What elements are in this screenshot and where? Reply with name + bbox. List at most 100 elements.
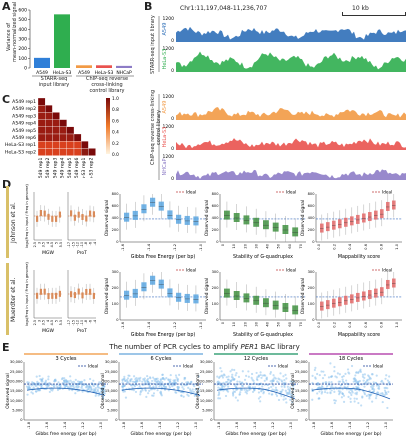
scatter-point: [283, 385, 286, 389]
box: [386, 279, 390, 289]
x-tick-label: -1.4: [158, 421, 162, 429]
row-bar-muerdter: [6, 263, 9, 335]
y-tick-label: 300: [308, 270, 316, 274]
box: [253, 295, 260, 305]
scatter-point: [148, 376, 152, 379]
x-axis-label: Gibbs free energy (per bp): [35, 431, 96, 437]
heatmap-row-label: A549 rep5: [12, 128, 36, 134]
scatter-point: [72, 380, 75, 383]
scatter-point: [80, 380, 83, 383]
x-tick-label: -1.0: [384, 421, 388, 429]
box: [380, 209, 384, 219]
scatter-point: [277, 377, 280, 380]
scale-bar-label: 10 kb: [352, 5, 369, 12]
scatter-point: [224, 394, 228, 398]
scatter-point: [63, 377, 66, 380]
y-tick-label: 800: [308, 192, 316, 196]
scatter-point: [368, 389, 371, 392]
cycle-label: 3 Cycles: [55, 356, 76, 362]
scatter-point: [363, 391, 366, 394]
title-part: BAC library: [258, 343, 300, 351]
scatter-point: [180, 394, 183, 397]
y-tick-label: 300: [18, 37, 27, 43]
y-tick-label: 0: [210, 418, 213, 422]
box: [338, 297, 342, 307]
row-bar-johnson: [6, 186, 9, 258]
scatter-point: [355, 391, 359, 394]
heatmap-cell: [59, 148, 67, 156]
scatter-point: [44, 379, 48, 382]
x-tick-label: 0.8: [379, 321, 383, 327]
scatter-point: [311, 374, 314, 377]
legend-label: Ideal: [278, 364, 288, 369]
scatter-point: [355, 397, 358, 400]
scatter-point: [330, 389, 333, 392]
scatter-point: [126, 377, 130, 380]
scatter-point: [384, 391, 387, 394]
y-tick-label: 200: [212, 228, 220, 232]
scatter-point: [88, 385, 91, 388]
y-tick-label: 5,000: [12, 409, 23, 413]
y-tick-label: 300: [112, 270, 120, 274]
scatter-point: [343, 385, 346, 388]
y-axis-label: Observed signal: [204, 200, 210, 236]
scatter-point: [168, 384, 171, 387]
small-x-tick: -4: [93, 242, 97, 245]
box: [55, 292, 58, 299]
bar-label: NHCaP: [116, 70, 132, 76]
y-tick-label: 100: [308, 302, 316, 306]
scatter-point: [364, 381, 367, 385]
scatter-point: [51, 389, 54, 392]
box: [184, 293, 190, 303]
scatter-point: [159, 378, 162, 381]
scatter-point: [333, 390, 336, 393]
scatter-point: [386, 379, 390, 382]
x-tick-label: 30: [254, 321, 258, 326]
scatter-point: [366, 378, 369, 381]
scatter-point: [175, 376, 178, 379]
panel-a-group2-label: ChIP-seq reverse cross-linking control l…: [78, 76, 136, 94]
panel-a-bar-chart: 0 100 200 300 400 500 600 A549 HeLa-S3 A549 HeLa-S…: [18, 8, 134, 77]
scatter-point: [145, 395, 148, 398]
y-tick-label: 200: [18, 46, 27, 52]
scatter-point: [337, 390, 340, 393]
scatter-point: [76, 383, 79, 387]
scatter-point: [190, 390, 193, 393]
scatter-point: [286, 385, 289, 388]
small-x-tick: 3.5: [42, 320, 46, 325]
scatter-point: [55, 384, 58, 387]
scatter-point: [273, 389, 276, 392]
y-tick-label: 25,000: [105, 370, 118, 374]
box: [292, 305, 299, 315]
scatter-point: [252, 379, 255, 382]
scatter-point: [241, 370, 244, 373]
x-tick-label: 10: [232, 321, 236, 326]
scatter-point: [182, 387, 185, 391]
scatter-point: [168, 380, 171, 384]
scatter-point: [132, 388, 135, 392]
x-tick-label: -1.6: [45, 421, 49, 429]
y-tick-label: 15,000: [10, 389, 23, 393]
scatter-point: [345, 388, 348, 391]
scatter-point: [282, 395, 286, 398]
trend-line: [311, 387, 391, 400]
box: [92, 292, 95, 299]
small-x-tick: 5: [55, 242, 59, 244]
scatter-point: [291, 393, 294, 396]
box: [233, 213, 240, 222]
scatter-point: [28, 387, 32, 390]
scatter-point: [383, 389, 387, 392]
scatter-point: [240, 384, 244, 387]
scatter-point: [285, 401, 288, 404]
trend-line: [26, 387, 106, 396]
scatter-point: [268, 392, 271, 395]
scatter-point: [349, 400, 352, 403]
scatter-point: [41, 380, 44, 383]
scatter-point: [317, 381, 320, 385]
box: [77, 211, 80, 218]
scatter-point: [353, 397, 356, 400]
bar-label: A549: [78, 70, 90, 76]
small-x-tick: 2.5: [33, 320, 37, 325]
y-tick-label: 15,000: [105, 389, 118, 393]
scatter-point: [221, 376, 225, 379]
